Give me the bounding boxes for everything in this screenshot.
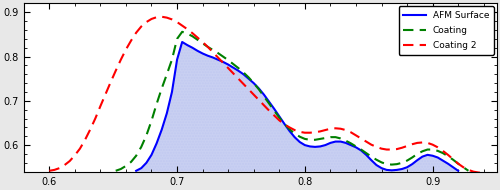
Line: Coating: Coating	[116, 32, 469, 171]
Coating	[312, 139, 318, 141]
AFM Surface	[455, 170, 461, 172]
AFM Surface	[179, 41, 185, 43]
AFM Surface	[317, 145, 323, 148]
Coating	[225, 59, 231, 61]
Coating 2	[46, 170, 52, 172]
Coating	[466, 170, 471, 172]
Coating	[420, 150, 426, 152]
Coating	[200, 42, 205, 44]
Coating	[414, 153, 420, 155]
Coating 2	[158, 16, 164, 18]
AFM Surface	[133, 170, 139, 172]
Coating 2	[66, 160, 72, 162]
Coating 2	[420, 141, 426, 144]
AFM Surface	[296, 141, 302, 143]
Coating	[158, 87, 164, 90]
Line: Coating 2: Coating 2	[50, 17, 484, 173]
Coating 2	[480, 172, 486, 174]
Coating 2	[92, 117, 98, 120]
Coating 2	[56, 167, 62, 169]
AFM Surface	[342, 142, 348, 144]
Coating	[112, 170, 118, 172]
Coating	[179, 31, 185, 33]
Coating 2	[261, 104, 267, 106]
AFM Surface	[348, 144, 354, 146]
AFM Surface	[174, 59, 180, 61]
AFM Surface	[271, 108, 277, 110]
Legend: AFM Surface, Coating, Coating 2: AFM Surface, Coating, Coating 2	[398, 6, 494, 55]
Coating 2	[384, 148, 390, 151]
Line: AFM Surface: AFM Surface	[136, 42, 458, 171]
